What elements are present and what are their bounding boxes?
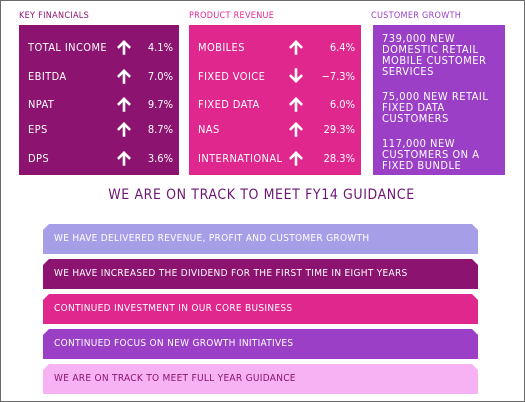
arrow-up-icon: [116, 150, 132, 169]
summary-bar: WE HAVE INCREASED THE DIVIDEND FOR THE F…: [43, 259, 478, 289]
product-revenue-heading: PRODUCT REVENUE: [189, 11, 275, 21]
metric-label: FIXED VOICE: [198, 70, 266, 83]
summary-bar: CONTINUED INVESTMENT IN OUR CORE BUSINES…: [43, 294, 478, 324]
metric-value: 8.7%: [147, 123, 173, 136]
metric-label: NAS: [198, 123, 220, 136]
arrow-up-icon: [116, 68, 132, 87]
summary-bar: WE HAVE DELIVERED REVENUE, PROFIT AND CU…: [43, 224, 478, 254]
metric-value: 9.7%: [147, 98, 173, 111]
summary-bar-text: WE HAVE INCREASED THE DIVIDEND FOR THE F…: [54, 268, 408, 279]
arrow-up-icon: [116, 121, 132, 140]
metric-label: EPS: [28, 123, 48, 136]
metric-row: TOTAL INCOME 4.1%: [19, 39, 179, 58]
metric-row: MOBILES 6.4%: [189, 39, 361, 58]
metric-value: 29.3%: [323, 123, 355, 136]
customer-growth-panel: 739,000 NEW DOMESTIC RETAIL MOBILE CUSTO…: [373, 25, 505, 175]
metric-value: 6.4%: [329, 41, 355, 54]
metric-row: INTERNATIONAL 28.3%: [189, 150, 361, 169]
metric-label: EBITDA: [28, 70, 67, 83]
metric-row: DPS 3.6%: [19, 150, 179, 169]
arrow-down-icon: [288, 68, 304, 87]
metric-row: NPAT 9.7%: [19, 96, 179, 115]
metric-label: FIXED DATA: [198, 98, 260, 111]
metric-label: TOTAL INCOME: [28, 41, 108, 54]
metric-row: EPS 8.7%: [19, 121, 179, 140]
key-financials-heading: KEY FINANCIALS: [19, 11, 90, 21]
metric-value: −7.3%: [321, 70, 355, 83]
summary-bar-text: CONTINUED FOCUS ON NEW GROWTH INITIATIVE…: [54, 338, 294, 349]
summary-bar: CONTINUED FOCUS ON NEW GROWTH INITIATIVE…: [43, 329, 478, 359]
metric-row: NAS 29.3%: [189, 121, 361, 140]
metric-value: 4.1%: [147, 41, 173, 54]
metric-label: NPAT: [28, 98, 55, 111]
customer-growth-item: 117,000 NEW CUSTOMERS ON A FIXED BUNDLE: [382, 137, 480, 172]
arrow-up-icon: [288, 150, 304, 169]
key-financials-panel: TOTAL INCOME 4.1% EBITDA 7.0% NPAT 9.7% EPS 8.7…: [19, 25, 179, 175]
customer-growth-item: 75,000 NEW RETAIL FIXED DATA CUSTOMERS: [382, 90, 489, 125]
summary-bar-text: WE ARE ON TRACK TO MEET FULL YEAR GUIDAN…: [54, 373, 296, 384]
metric-label: MOBILES: [198, 41, 245, 54]
metric-value: 7.0%: [147, 70, 173, 83]
metric-row: EBITDA 7.0%: [19, 68, 179, 87]
summary-bar: WE ARE ON TRACK TO MEET FULL YEAR GUIDAN…: [43, 364, 478, 394]
summary-bar-text: WE HAVE DELIVERED REVENUE, PROFIT AND CU…: [54, 233, 370, 244]
customer-growth-heading: CUSTOMER GROWTH: [371, 11, 462, 21]
arrow-up-icon: [116, 96, 132, 115]
arrow-up-icon: [116, 39, 132, 58]
metric-value: 28.3%: [323, 152, 355, 165]
customer-growth-item: 739,000 NEW DOMESTIC RETAIL MOBILE CUSTO…: [382, 32, 487, 78]
metric-row: FIXED DATA 6.0%: [189, 96, 361, 115]
metric-label: DPS: [28, 152, 50, 165]
arrow-up-icon: [288, 121, 304, 140]
metric-label: INTERNATIONAL: [198, 152, 283, 165]
summary-bar-text: CONTINUED INVESTMENT IN OUR CORE BUSINES…: [54, 303, 293, 314]
arrow-up-icon: [288, 39, 304, 58]
guidance-title: WE ARE ON TRACK TO MEET FY14 GUIDANCE: [108, 187, 415, 203]
arrow-up-icon: [288, 96, 304, 115]
product-revenue-panel: MOBILES 6.4% FIXED VOICE −7.3% FIXED DATA 6.0…: [189, 25, 361, 175]
metric-value: 6.0%: [329, 98, 355, 111]
metric-value: 3.6%: [147, 152, 173, 165]
metric-row: FIXED VOICE −7.3%: [189, 68, 361, 87]
